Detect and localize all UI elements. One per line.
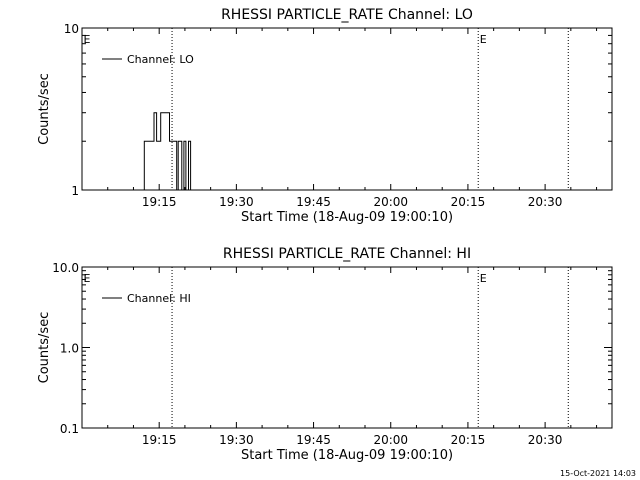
panel1-y-tick-label: 1 <box>71 184 79 198</box>
panel2-x-tick-label: 19:30 <box>219 433 254 447</box>
panel2-event-marker: E <box>480 272 487 285</box>
panel1-axes-frame <box>81 27 613 191</box>
panel1-x-tick-label: 20:30 <box>528 195 563 209</box>
panel1-x-axis-label: Start Time (18-Aug-09 19:00:10) <box>241 210 453 225</box>
panel2-x-tick-label: 20:15 <box>451 433 486 447</box>
panel2-y-tick-label: 1.0 <box>60 342 79 356</box>
panel1-x-tick-label: 19:30 <box>219 195 254 209</box>
panel2-x-tick-label: 19:15 <box>142 433 177 447</box>
panel1-event-marker: E <box>480 33 487 46</box>
footer-timestamp: 15-Oct-2021 14:03 <box>560 469 636 478</box>
panel1-y-tick-label: 10 <box>64 22 79 36</box>
panel2-y-tick-label: 10.0 <box>52 261 79 275</box>
panel1-x-tick-label: 19:45 <box>296 195 331 209</box>
panel1-y-axis-label: Counts/sec <box>37 73 52 145</box>
panel1-event-marker: E <box>84 33 91 46</box>
panel2-chart-title: RHESSI PARTICLE_RATE Channel: HI <box>223 246 471 262</box>
panel1-x-tick-label: 20:00 <box>373 195 408 209</box>
panel1-chart-title: RHESSI PARTICLE_RATE Channel: LO <box>221 7 473 23</box>
panel2-x-tick-label: 20:00 <box>373 433 408 447</box>
panel2-x-tick-label: 20:30 <box>528 433 563 447</box>
panel2-x-tick-label: 19:45 <box>296 433 331 447</box>
panel2-x-axis-label: Start Time (18-Aug-09 19:00:10) <box>241 448 453 463</box>
panel2-legend-label: Channel: HI <box>127 292 191 305</box>
panel1-legend-label: Channel: LO <box>127 53 194 66</box>
panel2-y-axis-label: Counts/sec <box>37 312 52 384</box>
panel1-x-tick-label: 20:15 <box>451 195 486 209</box>
panel2-y-tick-label: 0.1 <box>60 422 79 436</box>
panel1-series-line <box>143 112 192 191</box>
panel1-x-tick-label: 19:15 <box>142 195 177 209</box>
panel2-event-marker: E <box>84 272 91 285</box>
